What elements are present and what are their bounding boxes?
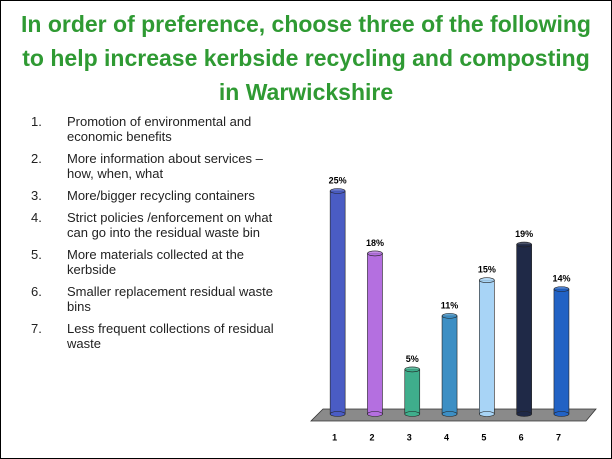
option: 1. Promotion of environmental and economi… [23,114,293,144]
bar [329,188,346,417]
option: 2. More information about services – how,… [23,151,293,181]
option-text: Strict policies /enforcement on what can… [67,210,273,240]
x-tick-label: 4 [444,432,449,442]
data-label: 15% [478,265,496,275]
bar-cap [441,313,458,319]
option-number: 3. [31,188,42,203]
x-tick-label: 3 [407,432,412,442]
option-text: More/bigger recycling containers [67,188,255,203]
x-tick-label: 7 [556,432,561,442]
bar-base [329,411,346,417]
bar [404,366,421,417]
bar-cap [329,188,346,194]
bar [516,241,532,417]
data-label: 18% [366,238,384,248]
option: 3. More/bigger recycling containers [23,188,293,203]
option: 5. More materials collected at the kerbsi… [23,247,293,277]
bar-base [367,411,383,417]
option-number: 4. [31,210,42,225]
bar-body [479,279,495,415]
data-label: 11% [441,300,459,310]
bar-body [367,253,383,415]
bar [479,277,495,417]
option: 6. Smaller replacement residual waste bin… [23,284,293,314]
option-text: More materials collected at the kerbside [67,247,245,277]
bar-base [516,411,532,417]
option-text: Smaller replacement residual waste bins [67,284,273,314]
option-text: Less frequent collections of residual wa… [67,321,274,351]
bar-cap [553,286,570,292]
bar-cap [367,250,383,257]
option-number: 2. [31,151,42,166]
x-tick-label: 6 [519,432,524,442]
bar [367,250,383,417]
bar-cap [516,241,532,248]
x-tick-label: 1 [332,432,337,442]
option-number: 5. [31,247,42,262]
bar [441,313,458,417]
option-list: 1. Promotion of environmental and economi… [23,114,293,358]
bar-base [553,411,570,417]
data-label: 14% [552,273,570,283]
data-label: 5% [406,354,419,364]
bar [553,286,570,417]
bar-body [441,315,458,415]
bar-cap [479,277,495,284]
data-label: 25% [329,175,347,185]
option-number: 1. [31,114,42,129]
title: In order of preference, choose three of … [21,11,591,105]
x-tick-label: 5 [481,432,486,442]
option-text: More information about services – how, w… [67,151,263,181]
option-number: 6. [31,284,42,299]
option-text: Promotion of environmental and economic … [67,114,252,144]
bar-cap [404,366,421,373]
data-label: 19% [515,229,533,239]
bar-base [441,411,458,417]
bar-body [516,244,532,415]
bar-body [404,369,421,415]
option: 4. Strict policies /enforcement on what c… [23,210,293,240]
x-tick-label: 2 [369,432,374,442]
bar-body [553,288,570,415]
bar-base [404,411,421,417]
option-number: 7. [31,321,42,336]
option: 7. Less frequent collections of residual … [23,321,293,351]
bar-base [479,411,495,417]
bar-body [329,190,346,415]
